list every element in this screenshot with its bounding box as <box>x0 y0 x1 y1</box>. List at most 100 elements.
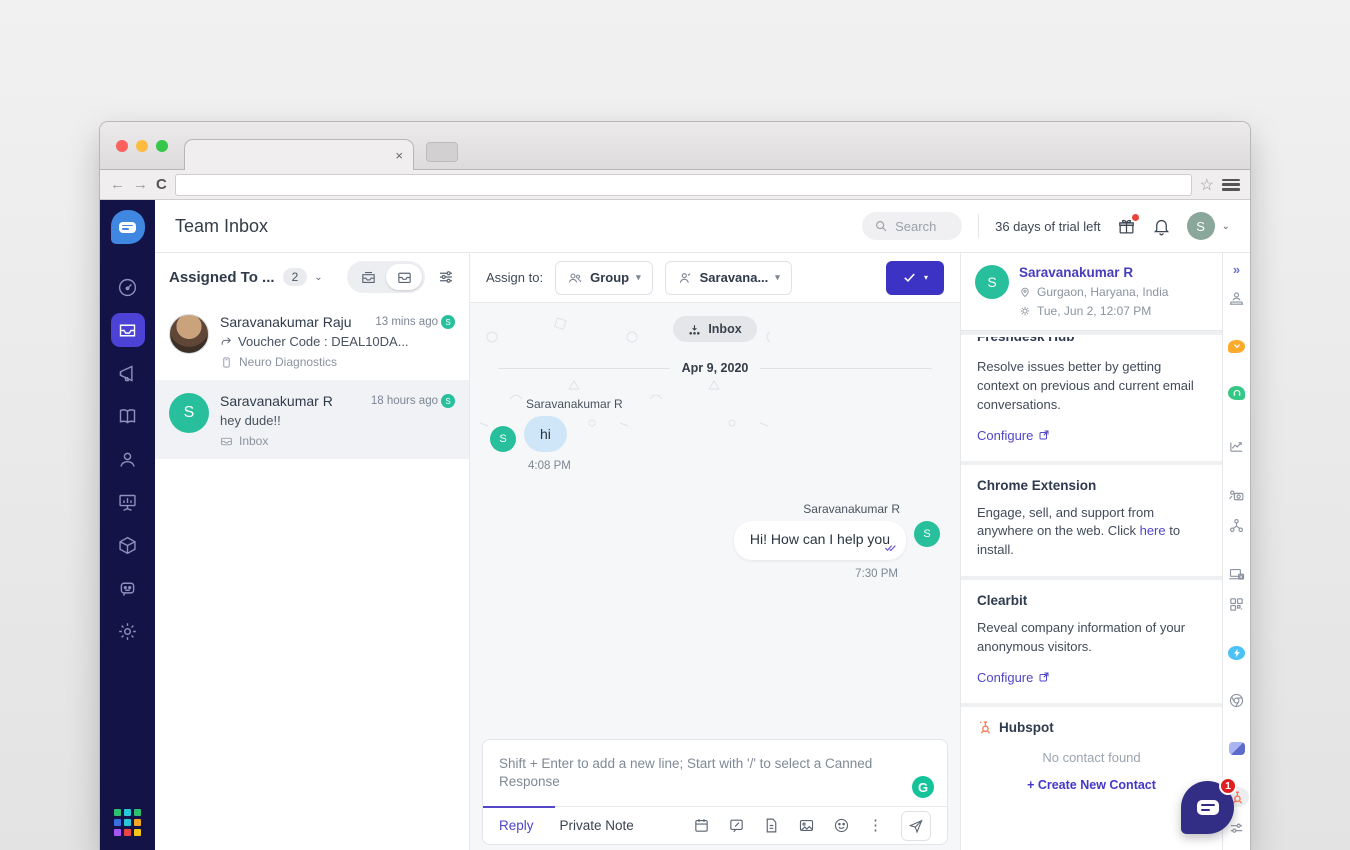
open-inbox-toggle-icon[interactable] <box>350 264 386 290</box>
freshchat-logo <box>110 210 145 244</box>
profile-caret-icon[interactable]: ⌄ <box>1221 220 1230 232</box>
bookmark-star-icon[interactable]: ☆ <box>1199 176 1214 194</box>
conversation-topic: Neuro Diagnostics <box>239 355 338 369</box>
inbox-icon[interactable] <box>110 313 145 347</box>
campaigns-icon[interactable] <box>111 356 145 390</box>
apps-qr-grid-icon[interactable] <box>1228 596 1245 613</box>
message-timestamp: 7:30 PM <box>855 568 898 580</box>
minimize-window-button[interactable] <box>136 140 148 152</box>
configure-link[interactable]: Configure <box>977 428 1050 443</box>
location-pin-icon <box>1021 287 1029 298</box>
bell-icon[interactable] <box>1152 217 1171 236</box>
outgoing-message: Saravanakumar R Hi! How can I help you S <box>470 502 940 580</box>
chrome-icon[interactable] <box>1228 692 1245 709</box>
section-heading: Chrome Extension <box>977 477 1097 493</box>
freshsales-icon[interactable] <box>1228 339 1245 354</box>
window-controls[interactable] <box>116 140 168 152</box>
resolve-button[interactable]: ▾ <box>886 260 944 295</box>
more-options-icon[interactable]: ⋮ <box>868 817 883 834</box>
contact-name[interactable]: Saravanakumar R <box>1019 265 1134 280</box>
collapse-panel-icon[interactable]: » <box>1232 262 1241 277</box>
assigned-filter-label[interactable]: Assigned To ... <box>169 268 275 286</box>
gift-icon[interactable] <box>1117 213 1139 236</box>
configure-link[interactable]: Configure <box>977 670 1050 685</box>
create-new-contact-link[interactable]: + Create New Contact <box>1027 777 1156 792</box>
device-session-icon[interactable] <box>1228 566 1245 583</box>
forward-icon[interactable]: → <box>133 176 148 193</box>
app-shell: Team Inbox Search 36 days of trial left <box>100 200 1250 850</box>
close-window-button[interactable] <box>116 140 128 152</box>
reply-placeholder: Shift + Enter to add a new line; Start w… <box>499 756 873 789</box>
schedule-icon[interactable] <box>693 817 710 834</box>
clearbit-icon[interactable] <box>1228 741 1245 755</box>
integration-section-chrome-extension: Chrome Extension Engage, sell, and suppo… <box>961 464 1222 577</box>
filter-sliders-icon[interactable] <box>437 268 455 286</box>
bot-icon[interactable] <box>111 571 145 605</box>
conversation-item[interactable]: Saravanakumar Raju 13 mins ago S Voucher… <box>155 301 469 380</box>
freshbot-lightning-icon[interactable] <box>1228 645 1245 660</box>
inbox-view-toggle[interactable] <box>347 261 425 293</box>
browser-menu-icon[interactable] <box>1222 178 1240 191</box>
send-plane-icon <box>908 819 923 833</box>
chat-widget-launcher[interactable]: 1 <box>1181 777 1237 834</box>
conversation-item-selected[interactable]: S Saravanakumar R 18 hours ago S hey dud… <box>155 380 469 459</box>
message-timestamp: 4:08 PM <box>528 460 571 472</box>
reload-icon[interactable]: C <box>156 176 167 193</box>
user-avatar[interactable]: S <box>1186 212 1215 240</box>
conversation-list-header: Assigned To ... 2 ⌄ <box>155 253 469 301</box>
browser-tab[interactable]: × <box>184 139 414 170</box>
message-avatar: S <box>490 426 516 452</box>
context-panel: S Saravanakumar R Gurgaon, Haryana, Indi… <box>960 253 1222 850</box>
assign-group-dropdown[interactable]: Group ▾ <box>555 260 653 295</box>
chevron-down-icon: ▾ <box>636 272 641 282</box>
integration-section-clearbit: Clearbit Reveal company information of y… <box>961 580 1222 703</box>
page-title: Team Inbox <box>175 215 269 236</box>
search-input[interactable]: Search <box>862 212 963 240</box>
properties-sliders-icon[interactable] <box>1228 820 1245 837</box>
growth-chart-icon[interactable] <box>1228 437 1245 454</box>
reply-arrow-icon <box>221 337 231 345</box>
cobrowse-icon[interactable] <box>1228 487 1245 504</box>
agent-dropdown-label: Saravana... <box>699 270 769 285</box>
settings-icon[interactable] <box>111 614 145 648</box>
assign-agent-dropdown[interactable]: Saravana... ▾ <box>664 260 792 295</box>
reply-textarea[interactable]: Shift + Enter to add a new line; Start w… <box>483 740 947 806</box>
integrations-icon[interactable] <box>111 528 145 562</box>
back-icon[interactable]: ← <box>110 176 125 193</box>
resolved-inbox-toggle-icon[interactable] <box>386 264 422 290</box>
no-contact-text: No contact found <box>1042 749 1141 765</box>
url-bar[interactable] <box>174 173 1192 196</box>
canned-response-icon[interactable] <box>728 817 745 834</box>
apps-grid-icon[interactable] <box>114 809 141 836</box>
section-body: Reveal company information of your anony… <box>977 620 1186 654</box>
contacts-icon[interactable] <box>111 442 145 476</box>
notification-dot <box>1131 213 1139 221</box>
tab-close-icon[interactable]: × <box>395 147 403 163</box>
clipped-heading-wrap: Freshdesk Hub <box>977 337 1206 346</box>
emoji-icon[interactable] <box>833 817 850 834</box>
browser-window: × ← → C ☆ <box>100 122 1250 850</box>
send-button[interactable] <box>901 810 931 841</box>
message-avatar: S <box>914 521 940 547</box>
active-tab-indicator <box>483 806 555 808</box>
dashboard-icon[interactable] <box>111 270 145 304</box>
org-chart-icon[interactable] <box>1228 517 1245 534</box>
message-list: Inbox Apr 9, 2020 Saravanakumar R S hi <box>470 303 960 580</box>
document-icon[interactable] <box>763 817 780 834</box>
message-time: 13 mins ago <box>375 316 438 328</box>
new-tab-button[interactable] <box>426 142 458 162</box>
here-link[interactable]: here <box>1139 523 1166 539</box>
agent-assist-icon[interactable] <box>1228 290 1245 307</box>
resolve-caret-icon[interactable]: ▾ <box>923 273 928 282</box>
freshdesk-icon[interactable] <box>1228 385 1245 400</box>
filter-caret-icon[interactable]: ⌄ <box>314 271 323 283</box>
reports-icon[interactable] <box>111 485 145 519</box>
knowledge-base-icon[interactable] <box>111 399 145 433</box>
image-icon[interactable] <box>798 817 815 834</box>
tab-reply[interactable]: Reply <box>499 818 534 833</box>
grammarly-icon[interactable]: G <box>912 776 934 798</box>
agent-icon <box>679 272 691 283</box>
maximize-window-button[interactable] <box>156 140 168 152</box>
tab-private-note[interactable]: Private Note <box>559 818 634 833</box>
browser-titlebar: × <box>100 122 1250 170</box>
